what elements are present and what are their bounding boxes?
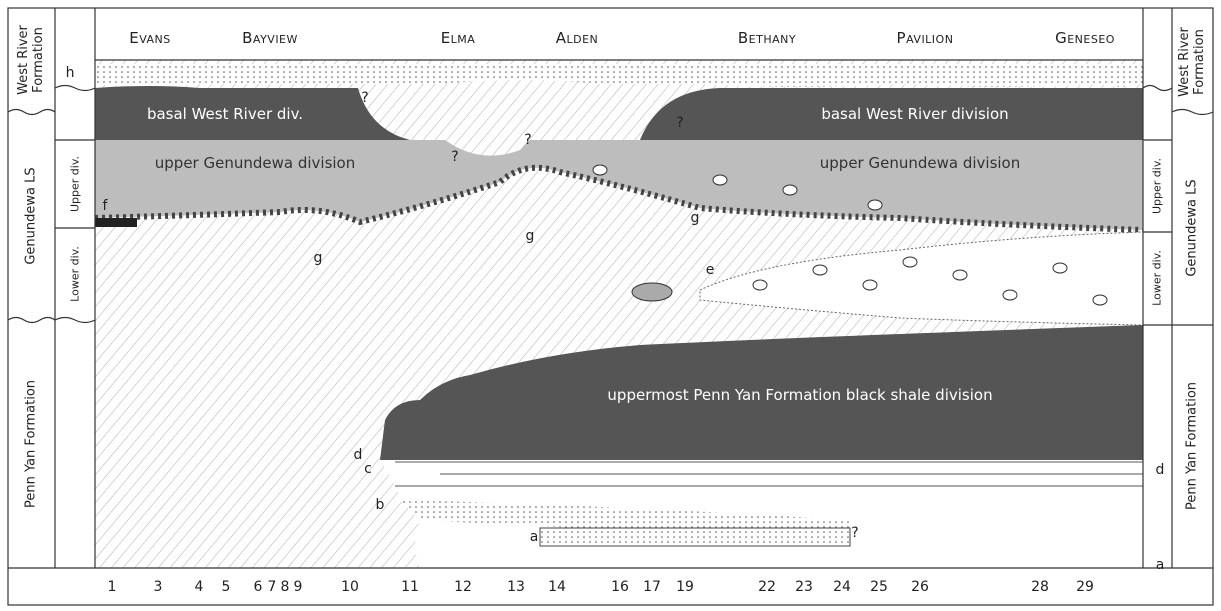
marker-label: ? <box>524 132 531 148</box>
locality-number: 8 <box>281 579 290 595</box>
diagram: Evans Bayview Elma Alden Bethany Pavilion Gene… <box>0 0 1221 611</box>
marker-label: c <box>364 461 372 477</box>
locality-number: 3 <box>154 579 163 595</box>
locality-number: 4 <box>195 579 204 595</box>
marker-label: e <box>706 262 715 278</box>
formation-label: Genundewa LS <box>24 116 39 316</box>
locality-number: 26 <box>911 579 929 595</box>
locality-number: 5 <box>222 579 231 595</box>
locality-number: 12 <box>454 579 472 595</box>
conglomerate-band <box>95 64 1143 87</box>
locality-number: 17 <box>643 579 661 595</box>
locality-number: 29 <box>1076 579 1094 595</box>
locality-number: 28 <box>1031 579 1049 595</box>
lens <box>632 283 672 301</box>
locality-number: 13 <box>507 579 525 595</box>
marker-label: f <box>103 198 108 214</box>
town-label: Evans <box>129 29 171 47</box>
marker-label: ? <box>676 115 683 131</box>
unit-label: basal West River division <box>821 105 1008 123</box>
marker-label: ? <box>851 525 858 541</box>
division-label: Lower div. <box>1150 236 1165 321</box>
formation-label: Penn Yan Formation <box>24 324 39 564</box>
cross-section <box>0 0 1221 611</box>
division-label: Lower div. <box>68 232 83 317</box>
locality-number: 10 <box>341 579 359 595</box>
locality-number: 23 <box>795 579 813 595</box>
town-label: Geneseo <box>1055 29 1115 47</box>
locality-number: 19 <box>676 579 694 595</box>
locality-number: 25 <box>870 579 888 595</box>
formation-label: Penn Yan Formation <box>1185 326 1200 566</box>
marker-label: d <box>354 447 363 463</box>
unit-label: uppermost Penn Yan Formation black shale… <box>607 386 992 404</box>
locality-number: 7 <box>268 579 277 595</box>
town-label: Elma <box>441 29 476 47</box>
bed-letter: a <box>1156 557 1165 573</box>
town-label: Pavilion <box>897 29 954 47</box>
unit-label: basal West River div. <box>147 105 303 123</box>
division-label: Upper div. <box>1150 144 1165 229</box>
marker-label: ? <box>451 149 458 165</box>
formation-label: West River Formation <box>16 10 46 110</box>
unit-label: upper Genundewa division <box>820 154 1020 172</box>
marker-label: g <box>526 228 535 244</box>
locality-number: 1 <box>108 579 117 595</box>
locality-number: 9 <box>294 579 303 595</box>
locality-number: 22 <box>758 579 776 595</box>
locality-number: 14 <box>548 579 566 595</box>
marker-label: b <box>376 497 385 513</box>
division-label: Upper div. <box>68 142 83 227</box>
marker-label: g <box>691 210 700 226</box>
bed-letter: d <box>1156 462 1165 478</box>
formation-label: West River Formation <box>1177 12 1207 112</box>
locality-number: 24 <box>833 579 851 595</box>
locality-number: 6 <box>254 579 263 595</box>
locality-number: 16 <box>611 579 629 595</box>
formation-label: Genundewa LS <box>1185 128 1200 328</box>
town-label: Bethany <box>738 29 796 47</box>
bed-letter: h <box>66 65 75 81</box>
locality-number: 11 <box>401 579 419 595</box>
unit-label: upper Genundewa division <box>155 154 355 172</box>
marker-label: g <box>314 250 323 266</box>
marker-label: a <box>530 529 539 545</box>
black-bed <box>95 218 137 227</box>
marker-label: ? <box>361 90 368 106</box>
lens-a <box>540 528 850 546</box>
town-label: Bayview <box>242 29 298 47</box>
town-label: Alden <box>556 29 599 47</box>
